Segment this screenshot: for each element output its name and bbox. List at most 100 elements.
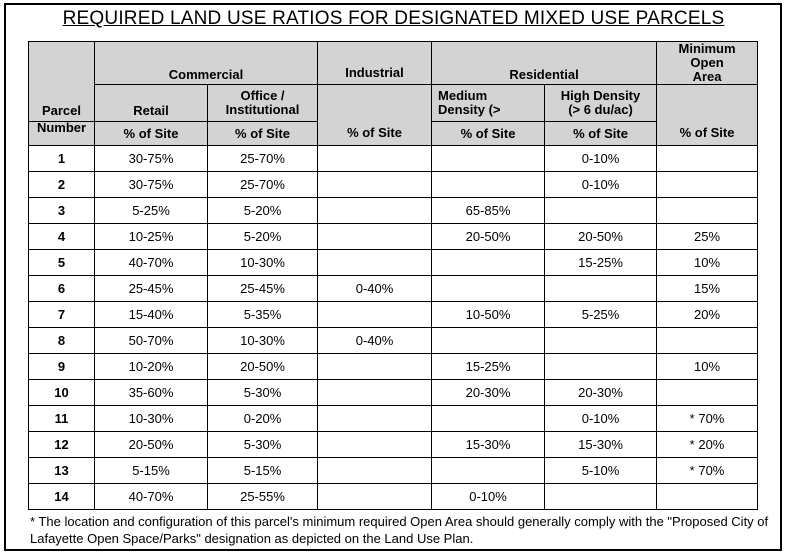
cell-medium: 65-85% — [431, 197, 546, 224]
parcel-number-label: Parcel Number — [36, 103, 87, 135]
table-row: 8 50-70% 10-30% 0-40% — [28, 327, 759, 354]
medium-pct-header: % of Site — [431, 121, 546, 146]
cell-parcel: 9 — [28, 353, 95, 380]
cell-medium — [431, 327, 546, 354]
cell-medium: 15-25% — [431, 353, 546, 380]
cell-retail: 40-70% — [94, 249, 208, 276]
cell-office: 10-30% — [206, 327, 319, 354]
cell-industrial — [317, 405, 433, 432]
cell-open — [656, 327, 759, 354]
table-row: 12 20-50% 5-30% 15-30% 15-30% * 20% — [28, 431, 759, 458]
cell-industrial — [317, 431, 433, 458]
cell-office: 25-55% — [206, 483, 319, 510]
cell-industrial — [317, 483, 433, 510]
industrial-header: Industrial — [317, 41, 433, 85]
cell-office: 0-20% — [206, 405, 319, 432]
cell-office: 5-35% — [206, 301, 319, 328]
cell-office: 25-70% — [206, 171, 319, 198]
cell-high: 0-10% — [544, 405, 658, 432]
cell-open: * 70% — [656, 405, 759, 432]
cell-retail: 10-20% — [94, 353, 208, 380]
cell-retail: 20-50% — [94, 431, 208, 458]
cell-retail: 35-60% — [94, 379, 208, 406]
cell-parcel: 3 — [28, 197, 95, 224]
cell-retail: 30-75% — [94, 145, 208, 172]
cell-parcel: 13 — [28, 457, 95, 484]
table-row: 1 30-75% 25-70% 0-10% — [28, 145, 759, 172]
retail-header: Retail — [94, 84, 208, 122]
table-row: 10 35-60% 5-30% 20-30% 20-30% — [28, 379, 759, 406]
cell-medium — [431, 145, 546, 172]
cell-open — [656, 197, 759, 224]
cell-office: 5-20% — [206, 223, 319, 250]
page-title: REQUIRED LAND USE RATIOS FOR DESIGNATED … — [62, 8, 725, 29]
cell-parcel: 10 — [28, 379, 95, 406]
cell-office: 5-15% — [206, 457, 319, 484]
cell-office: 5-20% — [206, 197, 319, 224]
office-header: Office / Institutional — [206, 84, 319, 122]
cell-industrial — [317, 457, 433, 484]
cell-office: 25-70% — [206, 145, 319, 172]
cell-medium — [431, 275, 546, 302]
cell-office: 5-30% — [206, 431, 319, 458]
cell-high: 20-50% — [544, 223, 658, 250]
cell-retail: 40-70% — [94, 483, 208, 510]
cell-high — [544, 483, 658, 510]
table-row: 5 40-70% 10-30% 15-25% 10% — [28, 249, 759, 276]
cell-open — [656, 379, 759, 406]
cell-open: 25% — [656, 223, 759, 250]
commercial-header: Commercial — [93, 41, 319, 85]
table-row: 11 10-30% 0-20% 0-10% * 70% — [28, 405, 759, 432]
minimum-open-area-header: Minimum Open Area — [656, 41, 759, 85]
cell-medium: 20-30% — [431, 379, 546, 406]
parcel-number-header: Parcel Number — [28, 103, 95, 146]
open-area-header-blank — [656, 84, 759, 122]
cell-parcel: 14 — [28, 483, 95, 510]
cell-retail: 5-25% — [94, 197, 208, 224]
high-density-header: High Density (> 6 du/ac) — [544, 84, 658, 122]
cell-parcel: 8 — [28, 327, 95, 354]
cell-high: 20-30% — [544, 379, 658, 406]
table-row: 2 30-75% 25-70% 0-10% — [28, 171, 759, 198]
cell-medium — [431, 457, 546, 484]
table-row: 14 40-70% 25-55% 0-10% — [28, 483, 759, 510]
retail-pct-header: % of Site — [94, 121, 208, 146]
cell-medium — [431, 171, 546, 198]
cell-industrial — [317, 145, 433, 172]
cell-parcel: 6 — [28, 275, 95, 302]
cell-open: * 20% — [656, 431, 759, 458]
document-frame — [4, 3, 782, 551]
cell-open — [656, 145, 759, 172]
cell-industrial — [317, 197, 433, 224]
cell-high: 5-10% — [544, 457, 658, 484]
cell-high: 5-25% — [544, 301, 658, 328]
footnote: * The location and configuration of this… — [30, 514, 769, 546]
cell-high: 15-30% — [544, 431, 658, 458]
cell-high — [544, 327, 658, 354]
cell-industrial: 0-40% — [317, 327, 433, 354]
land-use-table: Commercial Industrial Residential Minimu… — [28, 41, 759, 510]
table-row: 9 10-20% 20-50% 15-25% 10% — [28, 353, 759, 380]
cell-industrial: 0-40% — [317, 275, 433, 302]
cell-open: 10% — [656, 249, 759, 276]
industrial-pct-header: % of Site — [317, 121, 433, 146]
cell-high — [544, 353, 658, 380]
cell-medium: 15-30% — [431, 431, 546, 458]
cell-high: 15-25% — [544, 249, 658, 276]
cell-high: 0-10% — [544, 145, 658, 172]
cell-retail: 25-45% — [94, 275, 208, 302]
cell-industrial — [317, 171, 433, 198]
cell-parcel: 12 — [28, 431, 95, 458]
office-pct-header: % of Site — [206, 121, 319, 146]
cell-open: * 70% — [656, 457, 759, 484]
cell-open: 10% — [656, 353, 759, 380]
table-row: 4 10-25% 5-20% 20-50% 20-50% 25% — [28, 223, 759, 250]
cell-industrial — [317, 223, 433, 250]
cell-medium — [431, 405, 546, 432]
cell-high — [544, 197, 658, 224]
cell-high: 0-10% — [544, 171, 658, 198]
cell-retail: 15-40% — [94, 301, 208, 328]
cell-open — [656, 171, 759, 198]
cell-retail: 50-70% — [94, 327, 208, 354]
cell-office: 25-45% — [206, 275, 319, 302]
